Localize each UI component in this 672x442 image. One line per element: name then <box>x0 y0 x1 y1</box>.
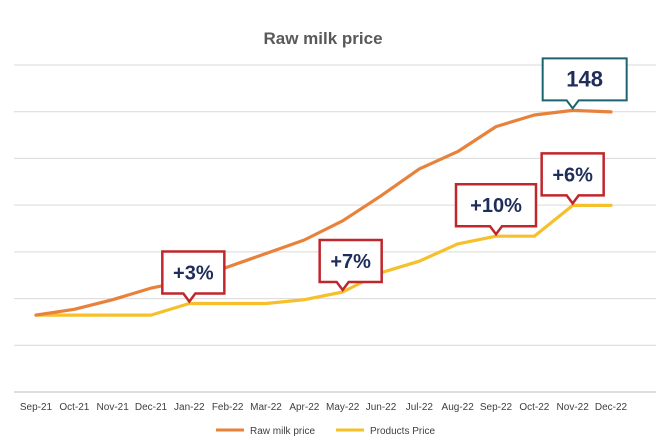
x-tick-label: Jul-22 <box>406 402 434 413</box>
x-tick-label: Oct-22 <box>519 402 549 413</box>
callout-7-pct-box <box>318 238 383 293</box>
callout-7-pct: +7% <box>318 238 383 293</box>
series-line-raw-milk-price <box>34 108 613 317</box>
value-callout-label: 148 <box>566 66 603 91</box>
callout-6-pct-box <box>540 152 605 206</box>
value-callout: 148 <box>541 57 628 111</box>
x-tick-label: Dec-22 <box>595 402 628 413</box>
x-tick-label: Aug-22 <box>442 402 475 413</box>
legend-label: Raw milk price <box>250 426 315 437</box>
legend: Raw milk price Products Price <box>216 426 435 437</box>
x-tick-label: Feb-22 <box>212 402 244 413</box>
callout-3-pct-box <box>161 250 226 304</box>
x-tick-label: Oct-21 <box>59 402 89 413</box>
series-lines <box>34 108 613 317</box>
x-tick-label: Jan-22 <box>174 402 205 413</box>
series-line-products-price <box>34 203 613 317</box>
gridlines <box>14 64 656 393</box>
annotation-callouts: +3% +7% +10% +6% 148 <box>161 57 628 304</box>
callout-10-pct: +10% <box>454 182 538 237</box>
callout-6-pct: +6% <box>540 152 605 206</box>
callout-6-pct-label: +6% <box>552 164 593 186</box>
x-tick-label: Dec-21 <box>135 402 168 413</box>
callout-3-pct-label: +3% <box>173 263 214 285</box>
x-tick-label: Apr-22 <box>289 402 319 413</box>
x-axis-ticks: Sep-21 Oct-21 Nov-21 Dec-21 Jan-22 Feb-22 Mar-… <box>20 402 628 413</box>
x-tick-label: Sep-21 <box>20 402 53 413</box>
callout-7-pct-label: +7% <box>330 251 371 273</box>
callout-10-pct-box <box>454 182 538 237</box>
x-tick-label: Nov-22 <box>557 402 590 413</box>
x-tick-label: Jun-22 <box>366 402 397 413</box>
legend-label: Products Price <box>370 426 435 437</box>
x-tick-label: Nov-21 <box>97 402 130 413</box>
x-tick-label: Sep-22 <box>480 402 513 413</box>
value-callout-box <box>541 57 628 111</box>
x-tick-label: May-22 <box>326 402 360 413</box>
chart-title: Raw milk price <box>263 29 382 48</box>
x-tick-label: Mar-22 <box>250 402 282 413</box>
callout-10-pct-label: +10% <box>470 195 522 217</box>
callout-3-pct: +3% <box>161 250 226 304</box>
